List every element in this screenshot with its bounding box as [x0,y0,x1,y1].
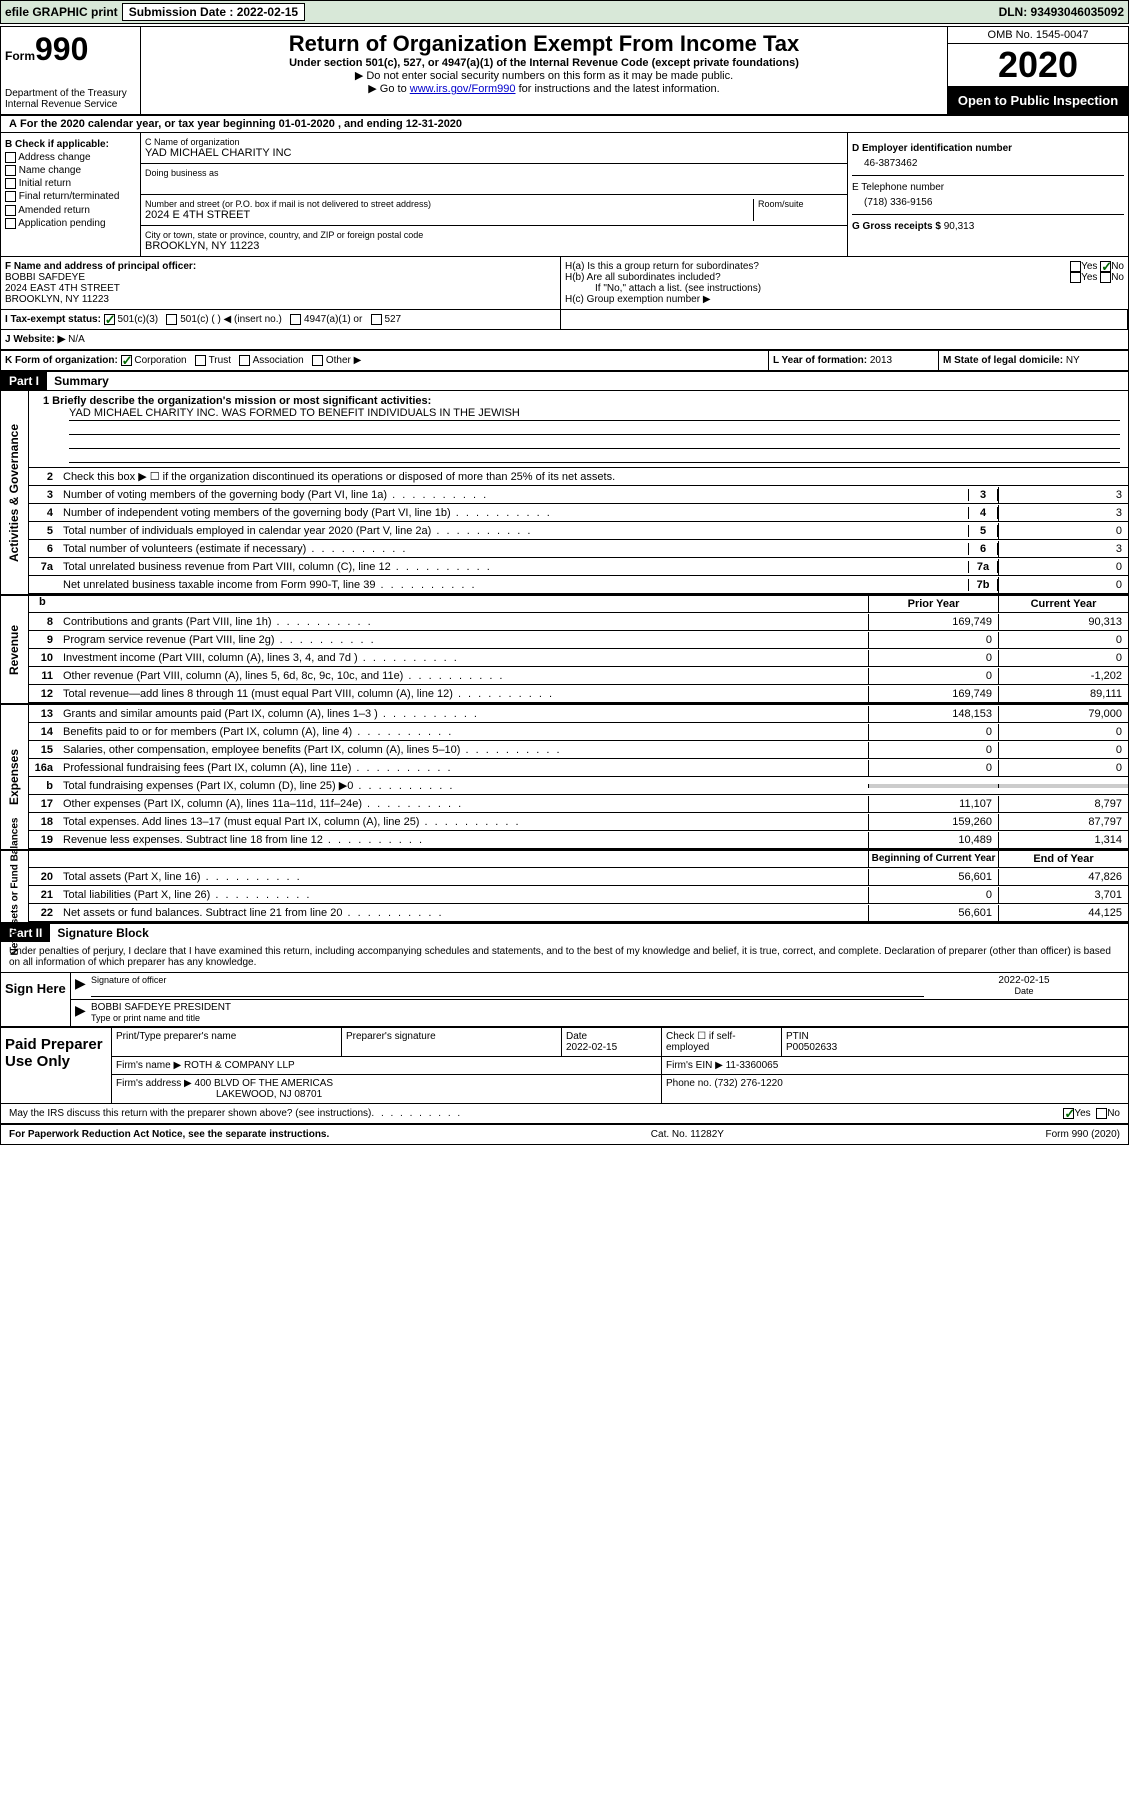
sign-here-label: Sign Here [1,973,71,1026]
title-cell: Return of Organization Exempt From Incom… [141,27,948,114]
summary-line: 3Number of voting members of the governi… [29,486,1128,504]
form-990: Form990 [5,31,136,68]
section-e: E Telephone number (718) 336-9156 [852,176,1124,215]
revenue-section: Revenue bPrior YearCurrent Year 8Contrib… [1,596,1128,705]
summary-line: 4Number of independent voting members of… [29,504,1128,522]
chk-initial[interactable]: Initial return [5,178,136,189]
side-na: Net Assets or Fund Balances [1,851,29,922]
form-id-cell: Form990 Department of the Treasury Inter… [1,27,141,114]
form-container: Form990 Department of the Treasury Inter… [0,26,1129,1145]
header-bar: efile GRAPHIC print Submission Date : 20… [0,0,1129,24]
part2-title: Signature Block [53,924,152,942]
part2-header: Part II [1,924,50,942]
part1-header: Part I [1,372,47,390]
note-goto: ▶ Go to www.irs.gov/Form990 for instruct… [149,82,939,95]
top-row: Form990 Department of the Treasury Inter… [1,27,1128,116]
na-header: Beginning of Current YearEnd of Year [29,851,1128,868]
form990-link[interactable]: www.irs.gov/Form990 [410,83,516,95]
rev-header: bPrior YearCurrent Year [29,596,1128,613]
form-title: Return of Organization Exempt From Incom… [149,31,939,57]
netassets-section: Net Assets or Fund Balances Beginning of… [1,851,1128,924]
open-inspection: Open to Public Inspection [948,87,1128,114]
data-line: 20Total assets (Part X, line 16)56,60147… [29,868,1128,886]
data-line: 19Revenue less expenses. Subtract line 1… [29,831,1128,849]
data-line: bTotal fundraising expenses (Part IX, co… [29,777,1128,795]
tax-year: 2020 [948,44,1128,87]
data-line: 13Grants and similar amounts paid (Part … [29,705,1128,723]
sign-here-grid: Sign Here ▶ Signature of officer 2022-02… [1,972,1128,1028]
mission-row: 1 Briefly describe the organization's mi… [29,391,1128,468]
data-line: 16aProfessional fundraising fees (Part I… [29,759,1128,777]
chk-final[interactable]: Final return/terminated [5,191,136,202]
chk-name[interactable]: Name change [5,165,136,176]
section-j: J Website: ▶ N/A [1,330,1128,351]
section-g: G Gross receipts $ 90,313 [852,215,1124,232]
b-label: B Check if applicable: [5,139,136,150]
data-line: 15Salaries, other compensation, employee… [29,741,1128,759]
footer: For Paperwork Reduction Act Notice, see … [1,1125,1128,1144]
data-line: 8Contributions and grants (Part VIII, li… [29,613,1128,631]
street-row: Number and street (or P.O. box if mail i… [141,195,847,226]
arrow-icon: ▶ [75,1002,91,1024]
data-line: 11Other revenue (Part VIII, column (A), … [29,667,1128,685]
section-b: B Check if applicable: Address change Na… [1,133,141,256]
section-h: H(a) Is this a group return for subordin… [561,257,1128,309]
summary-line: Net unrelated business taxable income fr… [29,576,1128,594]
note-no-ssn: ▶ Do not enter social security numbers o… [149,69,939,82]
arrow-icon: ▶ [75,975,91,997]
data-line: 14Benefits paid to or for members (Part … [29,723,1128,741]
section-c: C Name of organization YAD MICHAEL CHARI… [141,133,848,256]
data-line: 22Net assets or fund balances. Subtract … [29,904,1128,922]
summary-line: 7aTotal unrelated business revenue from … [29,558,1128,576]
part2-header-row: Part II Signature Block [1,924,1128,942]
summary-line: 6Total number of volunteers (estimate if… [29,540,1128,558]
k-row: K Form of organization: Corporation Trus… [1,351,1128,372]
chk-amended[interactable]: Amended return [5,205,136,216]
side-ag: Activities & Governance [1,391,29,594]
declaration: Under penalties of perjury, I declare th… [1,942,1128,972]
omb-cell: OMB No. 1545-0047 2020 Open to Public In… [948,27,1128,114]
data-line: 10Investment income (Part VIII, column (… [29,649,1128,667]
line-2: 2Check this box ▶ ☐ if the organization … [29,468,1128,486]
chk-pending[interactable]: Application pending [5,218,136,229]
entity-row: B Check if applicable: Address change Na… [1,133,1128,257]
omb-number: OMB No. 1545-0047 [948,27,1128,44]
submission-date: Submission Date : 2022-02-15 [122,3,305,21]
side-rev: Revenue [1,596,29,703]
efile-label: efile GRAPHIC print [5,5,118,19]
expenses-section: Expenses 13Grants and similar amounts pa… [1,705,1128,851]
line-a: A For the 2020 calendar year, or tax yea… [1,116,1128,133]
data-line: 9Program service revenue (Part VIII, lin… [29,631,1128,649]
paid-prep-label: Paid Preparer Use Only [1,1028,111,1103]
dept-label: Department of the Treasury [5,88,136,99]
status-i: I Tax-exempt status: 501(c)(3) 501(c) ( … [1,310,1128,330]
summary-line: 5Total number of individuals employed in… [29,522,1128,540]
officer-row: F Name and address of principal officer:… [1,257,1128,310]
city-row: City or town, state or province, country… [141,226,847,256]
irs-label: Internal Revenue Service [5,99,136,110]
paid-preparer: Paid Preparer Use Only Print/Type prepar… [1,1028,1128,1104]
form-subtitle: Under section 501(c), 527, or 4947(a)(1)… [149,57,939,69]
dln-label: DLN: 93493046035092 [999,5,1124,19]
section-d: D Employer identification number 46-3873… [852,137,1124,176]
discuss-row: May the IRS discuss this return with the… [1,1104,1128,1125]
dba-row: Doing business as [141,164,847,195]
data-line: 17Other expenses (Part IX, column (A), l… [29,795,1128,813]
data-line: 18Total expenses. Add lines 13–17 (must … [29,813,1128,831]
part1-title: Summary [50,372,113,390]
ein-col: D Employer identification number 46-3873… [848,133,1128,256]
section-f: F Name and address of principal officer:… [1,257,561,309]
data-line: 21Total liabilities (Part X, line 26)03,… [29,886,1128,904]
org-name-row: C Name of organization YAD MICHAEL CHARI… [141,133,847,164]
chk-address[interactable]: Address change [5,152,136,163]
part1-header-row: Part I Summary [1,372,1128,391]
data-line: 12Total revenue—add lines 8 through 11 (… [29,685,1128,703]
activities-governance: Activities & Governance 1 Briefly descri… [1,391,1128,596]
